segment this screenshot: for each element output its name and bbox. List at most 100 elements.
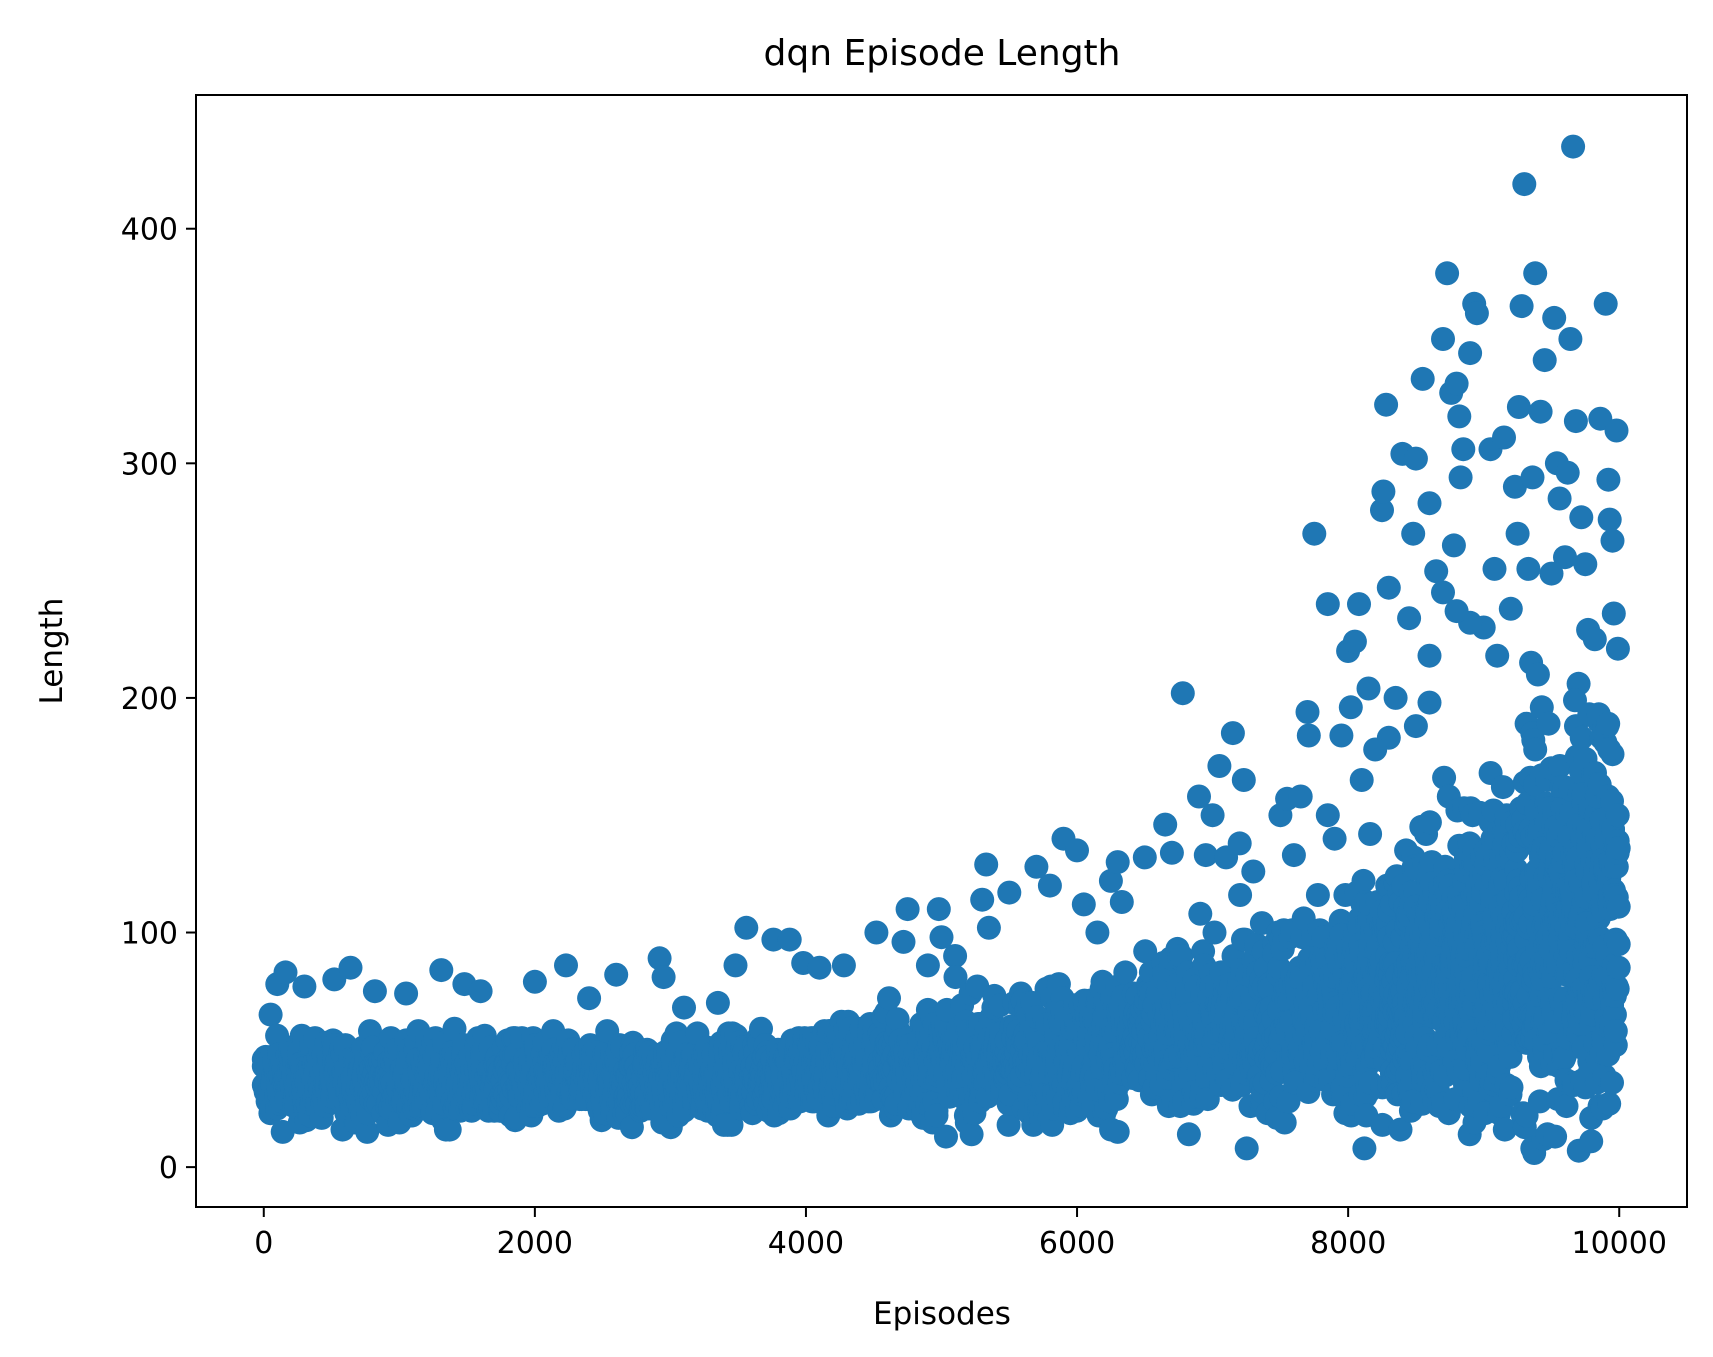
data-point (1458, 341, 1483, 366)
data-point (1547, 486, 1572, 511)
data-point (1435, 261, 1460, 286)
data-point (1227, 831, 1252, 856)
data-point (258, 1002, 283, 1027)
y-tick-label: 400 (121, 213, 178, 248)
data-point (437, 1117, 462, 1142)
data-point (864, 920, 889, 945)
data-point (974, 852, 999, 877)
data-point (1605, 976, 1630, 1001)
y-axis-ticks: 0 100 200 300 400 (121, 213, 196, 1186)
data-point (1276, 1089, 1301, 1114)
data-point (1543, 1124, 1568, 1149)
data-point (1516, 556, 1541, 581)
data-point (1596, 467, 1621, 492)
data-point (1085, 920, 1110, 945)
data-point (1542, 305, 1567, 330)
data-point (1492, 425, 1516, 450)
data-point (959, 1122, 984, 1147)
data-point (1363, 737, 1388, 762)
data-point (1322, 826, 1347, 851)
y-tick-label: 0 (159, 1151, 178, 1186)
data-point (577, 986, 602, 1011)
data-point (1502, 474, 1527, 499)
data-point (831, 953, 856, 978)
data-point (651, 965, 676, 990)
data-point (1200, 803, 1225, 828)
data-point (522, 969, 547, 994)
data-point (1159, 840, 1184, 865)
data-point (1561, 134, 1586, 159)
data-point (1207, 754, 1232, 778)
data-point (1431, 580, 1455, 605)
x-tick-label: 4000 (768, 1226, 844, 1261)
data-point (943, 965, 968, 990)
data-point (1527, 1089, 1552, 1114)
data-point (1228, 883, 1253, 907)
data-point (1417, 690, 1442, 715)
data-point (1441, 533, 1466, 558)
data-point (943, 944, 968, 968)
data-point (1606, 932, 1631, 957)
data-point (1605, 803, 1630, 828)
data-point (1371, 479, 1396, 504)
data-point (734, 915, 759, 940)
data-point (1403, 714, 1428, 739)
data-point (1187, 784, 1211, 809)
data-point (1606, 894, 1631, 919)
data-point (924, 1103, 949, 1128)
data-point (1492, 1117, 1517, 1142)
data-point (1370, 498, 1394, 523)
data-point (915, 953, 940, 978)
data-point (1432, 765, 1457, 790)
data-point (1444, 371, 1469, 396)
data-point (1105, 850, 1130, 875)
data-point (1202, 920, 1227, 945)
x-tick-label: 2000 (497, 1226, 573, 1261)
x-tick-label: 0 (254, 1226, 273, 1261)
data-point (1383, 685, 1408, 710)
data-point (1098, 868, 1123, 893)
data-point (1401, 521, 1426, 546)
data-point (1315, 592, 1340, 617)
data-point (1133, 939, 1158, 964)
data-point (1071, 892, 1096, 917)
data-point (672, 995, 696, 1020)
data-point (1554, 1094, 1579, 1119)
data-point (1490, 775, 1515, 800)
data-point (1288, 784, 1313, 809)
data-point (1272, 1110, 1297, 1135)
data-point (1342, 629, 1367, 654)
data-point (1302, 521, 1327, 546)
data-point (885, 1007, 910, 1032)
data-point (1444, 599, 1469, 624)
data-point (1403, 446, 1428, 471)
data-point (1220, 721, 1245, 746)
data-point (1604, 418, 1629, 443)
plot-area-frame (195, 94, 1688, 1208)
data-point (1374, 392, 1399, 417)
data-point (1234, 1136, 1259, 1161)
data-point (1347, 592, 1371, 617)
data-point (1241, 859, 1266, 884)
data-point (1600, 1070, 1624, 1095)
data-point (1356, 676, 1381, 701)
data-point (1536, 711, 1561, 736)
data-point (1532, 348, 1557, 373)
data-point (1558, 327, 1583, 351)
data-point (1305, 883, 1330, 907)
data-point (1113, 960, 1138, 985)
data-point (976, 915, 1001, 940)
data-point (292, 974, 317, 999)
data-point (1376, 575, 1401, 600)
data-point (1417, 810, 1442, 835)
x-tick-label: 10000 (1572, 1226, 1667, 1261)
chart-title: dqn Episode Length (764, 33, 1121, 74)
data-point (1448, 465, 1473, 490)
x-tick-label: 8000 (1310, 1226, 1386, 1261)
data-point (1606, 955, 1631, 980)
data-point (1315, 803, 1340, 828)
y-tick-label: 100 (121, 917, 178, 952)
data-point (554, 953, 578, 978)
data-point (1338, 695, 1363, 720)
